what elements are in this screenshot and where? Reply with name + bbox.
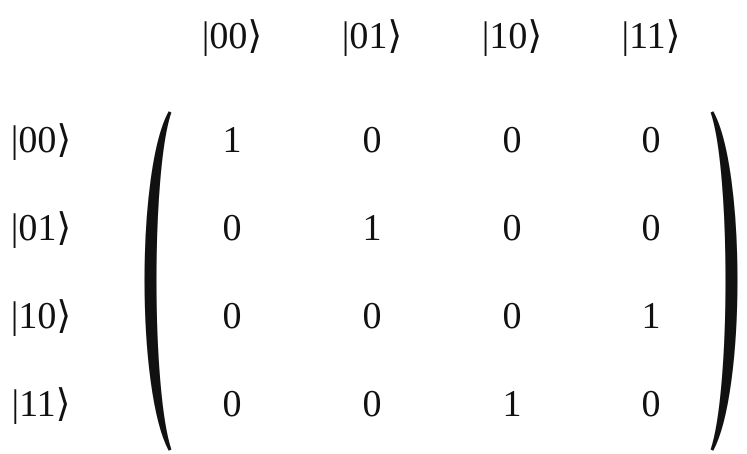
matrix-entry: 0 [641,207,661,249]
row-label: |10⟩ [10,295,72,337]
matrix-entry: 0 [362,119,382,161]
matrix-entry: 0 [502,119,522,161]
matrix-entry: 0 [222,383,242,425]
matrix-entry: 1 [502,383,522,425]
matrix-entry: 0 [641,119,661,161]
row-label: |01⟩ [10,207,72,249]
column-label: |00⟩ [201,15,263,57]
matrix-entry: 1 [641,295,661,337]
matrix-entry: 0 [502,295,522,337]
matrix-entry: 0 [222,207,242,249]
column-label: |11⟩ [621,15,681,57]
matrix-entry: 0 [502,207,522,249]
matrix-entry: 0 [222,295,242,337]
column-label: |01⟩ [341,15,403,57]
matrix-entry: 0 [641,383,661,425]
row-label: |11⟩ [11,383,71,425]
matrix-entry: 1 [362,207,382,249]
left-parenthesis [144,111,172,451]
matrix-entry: 0 [362,383,382,425]
matrix-entry: 0 [362,295,382,337]
matrix-entry: 1 [222,119,242,161]
right-parenthesis [710,111,738,451]
column-label: |10⟩ [481,15,543,57]
row-label: |00⟩ [10,119,72,161]
